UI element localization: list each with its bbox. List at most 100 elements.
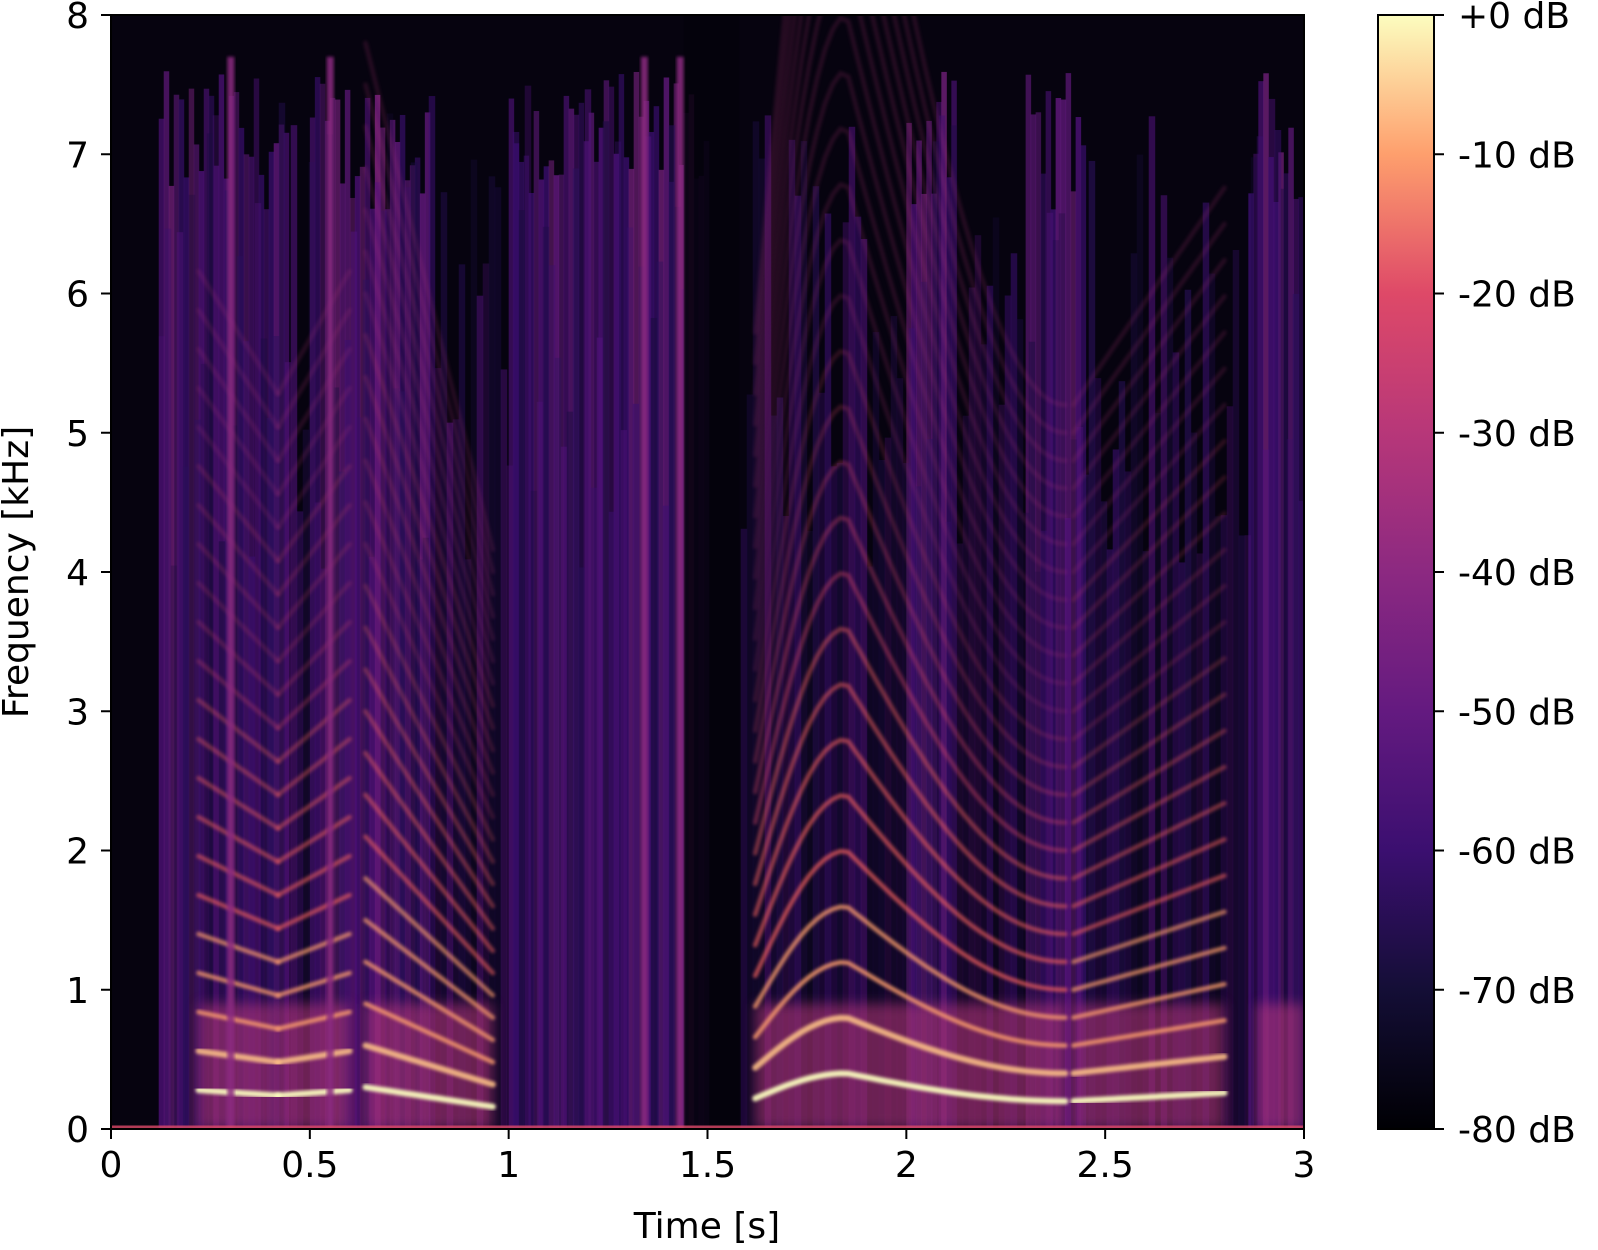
harmonic-line — [1071, 221, 1227, 436]
noise-column — [158, 118, 165, 1129]
harmonic-line — [363, 291, 496, 686]
harmonic-line — [196, 463, 281, 564]
noise-column — [584, 89, 592, 1129]
low-frequency-energy — [755, 1003, 1066, 1129]
colorbar-tick-label: -70 dB — [1458, 971, 1576, 1012]
noise-column — [386, 113, 394, 1129]
harmonic-line — [275, 892, 352, 931]
noise-column — [208, 95, 215, 1129]
harmonic-line — [196, 931, 281, 965]
harmonic-line — [752, 459, 1068, 798]
noise-column — [290, 125, 298, 1129]
harmonic-line — [752, 737, 1068, 937]
noise-column — [986, 285, 994, 1129]
noise-column — [354, 176, 361, 1129]
noise-column — [620, 430, 628, 1129]
noise-column — [428, 96, 436, 1129]
y-tick-label: 5 — [66, 414, 89, 455]
x-tick-label: 2.5 — [1077, 1145, 1134, 1186]
noise-column — [158, 336, 166, 1129]
noise-column — [593, 161, 600, 1129]
harmonic-line — [275, 931, 352, 965]
noise-column — [1070, 191, 1077, 1129]
noise-column — [170, 565, 178, 1129]
noise-column — [258, 174, 265, 1129]
noise-column — [890, 316, 898, 1129]
noise-column — [884, 437, 892, 1129]
harmonic-line — [275, 814, 352, 864]
harmonic-line — [363, 82, 496, 575]
harmonic-line — [362, 1084, 496, 1110]
harmonic-line — [196, 541, 281, 630]
noise-column — [314, 502, 322, 1129]
noise-column — [440, 192, 448, 1129]
harmonic-line — [752, 1014, 1069, 1077]
harmonic-line — [363, 333, 496, 708]
noise-column — [1196, 553, 1204, 1129]
noise-column — [896, 378, 904, 1129]
low-frequency-energy — [1256, 1003, 1304, 1129]
noise-column — [1238, 535, 1246, 1129]
y-tick-label: 6 — [66, 275, 89, 316]
noise-column — [542, 226, 550, 1129]
noise-column — [968, 287, 976, 1129]
noise-column — [1034, 571, 1042, 1129]
noise-column — [596, 337, 604, 1129]
transient-streak — [227, 56, 235, 1129]
noise-column — [379, 127, 386, 1129]
noise-column — [548, 265, 556, 1129]
noise-column — [394, 141, 401, 1129]
noise-column — [1214, 516, 1222, 1129]
noise-column — [359, 166, 366, 1129]
noise-column — [608, 511, 616, 1129]
noise-column — [176, 232, 184, 1129]
noise-column — [369, 208, 376, 1129]
harmonic-line — [363, 1001, 496, 1065]
noise-column — [911, 204, 917, 1129]
noise-column — [806, 530, 814, 1129]
noise-column — [530, 490, 538, 1129]
noise-column — [770, 415, 778, 1129]
noise-column — [1080, 145, 1087, 1129]
noise-column — [656, 261, 664, 1129]
harmonic-line — [1071, 257, 1227, 463]
harmonic-line — [275, 853, 352, 898]
harmonic-line — [363, 583, 496, 842]
harmonic-line — [1071, 945, 1227, 993]
noise-column — [1058, 213, 1066, 1129]
noise-column — [1010, 253, 1018, 1129]
harmonic-line — [275, 424, 352, 530]
noise-column — [344, 339, 352, 1129]
harmonic-line — [1071, 764, 1227, 853]
noise-column — [1298, 500, 1304, 1129]
harmonic-line — [275, 346, 352, 463]
harmonic-line — [363, 625, 496, 864]
x-tick-label: 2 — [895, 1145, 918, 1186]
harmonic-line — [752, 15, 1068, 491]
harmonic-line — [1071, 1018, 1227, 1048]
noise-column — [1268, 157, 1274, 1129]
harmonic-line — [752, 848, 1068, 993]
noise-column — [962, 415, 970, 1129]
harmonic-line — [1071, 728, 1227, 825]
noise-column — [1258, 81, 1264, 1129]
harmonic-line — [1070, 1089, 1228, 1105]
harmonic-line — [275, 970, 352, 998]
noise-column — [1055, 98, 1062, 1129]
noise-column — [163, 71, 170, 1129]
noise-column — [308, 161, 316, 1129]
harmonic-line — [363, 709, 496, 909]
noise-column — [266, 418, 274, 1129]
noise-column — [1052, 240, 1060, 1129]
noise-column — [758, 158, 766, 1129]
harmonic-line — [275, 463, 352, 564]
harmonic-line — [1071, 475, 1227, 630]
noise-column — [626, 227, 634, 1129]
harmonic-line — [363, 876, 496, 998]
noise-column — [668, 125, 676, 1129]
colorbar-tick-label: -30 dB — [1458, 414, 1576, 455]
harmonic-line — [1071, 656, 1227, 770]
noise-column — [1088, 160, 1096, 1129]
harmonic-line — [752, 15, 1068, 408]
x-tick-label: 0 — [100, 1145, 123, 1186]
